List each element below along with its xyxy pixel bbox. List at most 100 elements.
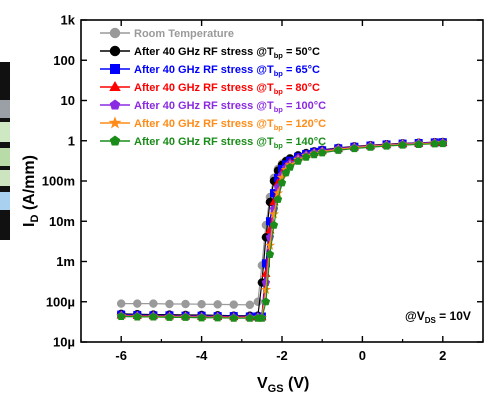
y-tick-label: 10m xyxy=(49,214,75,229)
legend-marker xyxy=(108,116,122,129)
annotation-prefix: @V xyxy=(405,309,425,323)
series-3 xyxy=(117,138,447,321)
data-point xyxy=(318,148,327,157)
data-point xyxy=(197,313,206,322)
legend-entry-5: After 40 GHz RF stress @Tbp = 100°C xyxy=(100,99,326,114)
data-point xyxy=(149,299,158,308)
data-point xyxy=(181,299,190,309)
y-tick-label: 10µ xyxy=(53,335,75,350)
data-point xyxy=(273,194,283,203)
legend-label: After 40 GHz RF stress @Tbp = 80°C xyxy=(134,82,320,96)
data-point xyxy=(285,162,295,171)
x-tick-label: -4 xyxy=(196,348,208,363)
legend-entry-4: After 40 GHz RF stress @Tbp = 80°C xyxy=(100,81,320,96)
data-point xyxy=(268,208,280,219)
y-axis-title-main: I xyxy=(21,223,38,227)
data-point xyxy=(261,297,271,306)
data-point xyxy=(309,150,319,159)
legend-entry-1: Room Temperature xyxy=(100,27,234,40)
data-point xyxy=(133,299,142,308)
data-point xyxy=(245,300,255,310)
legend-marker xyxy=(109,135,121,146)
annotation-suffix: = 10V xyxy=(436,309,471,323)
x-axis-title-main: V xyxy=(257,375,268,392)
data-point xyxy=(382,141,391,150)
data-point xyxy=(265,217,274,226)
data-point xyxy=(149,312,158,321)
legend-label: After 40 GHz RF stress @Tbp = 65°C xyxy=(134,64,320,78)
data-point xyxy=(276,172,288,183)
data-point xyxy=(350,144,359,153)
y-tick-label: 100 xyxy=(53,53,75,68)
data-point xyxy=(229,313,238,322)
legend-entry-6: After 40 GHz RF stress @Tbp = 120°C xyxy=(100,116,326,132)
data-point xyxy=(229,300,239,309)
data-point xyxy=(165,312,174,321)
data-point xyxy=(213,300,222,309)
axes-layer: -6 -4 -2 0 2 10µ 100µ 1m 10m 100m 1 10 100 1k xyxy=(42,13,484,363)
data-point xyxy=(277,178,287,187)
vds-annotation: @VDS = 10V xyxy=(405,309,471,325)
data-point xyxy=(261,259,270,268)
data-point xyxy=(165,299,174,309)
y-tick-label: 1m xyxy=(56,254,75,269)
data-point xyxy=(430,139,439,148)
series-7 xyxy=(117,139,447,322)
legend-marker xyxy=(109,27,121,39)
data-point xyxy=(253,297,263,306)
data-point xyxy=(245,313,255,322)
x-axis-title: VGS (V) xyxy=(257,375,309,394)
data-point xyxy=(257,313,267,322)
legend: Room Temperature After 40 GHz RF stress @… xyxy=(100,27,326,150)
legend-marker xyxy=(109,99,121,110)
data-point xyxy=(414,140,423,148)
x-axis-title-sub: GS xyxy=(268,383,284,394)
data-point xyxy=(269,220,279,229)
data-point xyxy=(269,189,278,198)
legend-label: After 40 GHz RF stress @Tbp = 120°C xyxy=(134,118,326,132)
legend-label: After 40 GHz RF stress @Tbp = 50°C xyxy=(134,46,320,60)
series-layer xyxy=(116,137,448,323)
y-axis-title: ID (A/mm) xyxy=(21,155,41,227)
legend-marker xyxy=(109,81,121,91)
data-point xyxy=(116,299,126,308)
cropped-side-strip xyxy=(0,62,10,240)
x-tick-label: -2 xyxy=(276,348,288,363)
y-tick-label: 1 xyxy=(68,133,75,148)
legend-entry-2: After 40 GHz RF stress @Tbp = 50°C xyxy=(100,45,320,60)
data-point xyxy=(334,145,343,154)
data-point xyxy=(301,152,311,161)
data-point xyxy=(117,312,126,321)
legend-label: After 40 GHz RF stress @Tbp = 100°C xyxy=(134,100,326,114)
data-point xyxy=(181,312,190,321)
x-axis-title-suffix: (V) xyxy=(284,375,310,392)
data-point xyxy=(398,140,407,149)
y-tick-label: 100m xyxy=(42,174,75,189)
data-point xyxy=(272,187,284,198)
data-point xyxy=(213,313,222,322)
data-point xyxy=(293,156,303,165)
data-point xyxy=(438,139,447,148)
data-point xyxy=(260,284,272,294)
legend-marker xyxy=(110,64,120,74)
legend-label: Room Temperature xyxy=(134,28,234,40)
data-point xyxy=(265,250,275,258)
x-tick-label: 0 xyxy=(359,348,366,363)
x-tick-label: -6 xyxy=(115,348,127,363)
data-point xyxy=(264,240,276,250)
legend-marker xyxy=(109,45,121,57)
data-point xyxy=(366,142,375,151)
data-point xyxy=(197,299,206,309)
y-tick-label: 10 xyxy=(61,93,75,108)
legend-entry-3: After 40 GHz RF stress @Tbp = 65°C xyxy=(100,64,320,78)
annotation-subscript: DS xyxy=(425,316,437,325)
y-tick-label: 1k xyxy=(61,13,76,28)
y-tick-label: 100µ xyxy=(46,294,75,309)
y-axis-title-sub: D xyxy=(29,215,41,223)
x-tick-label: 2 xyxy=(439,348,446,363)
data-point xyxy=(133,312,142,321)
data-point xyxy=(273,173,282,182)
y-axis-title-suffix: (A/mm) xyxy=(21,155,38,215)
